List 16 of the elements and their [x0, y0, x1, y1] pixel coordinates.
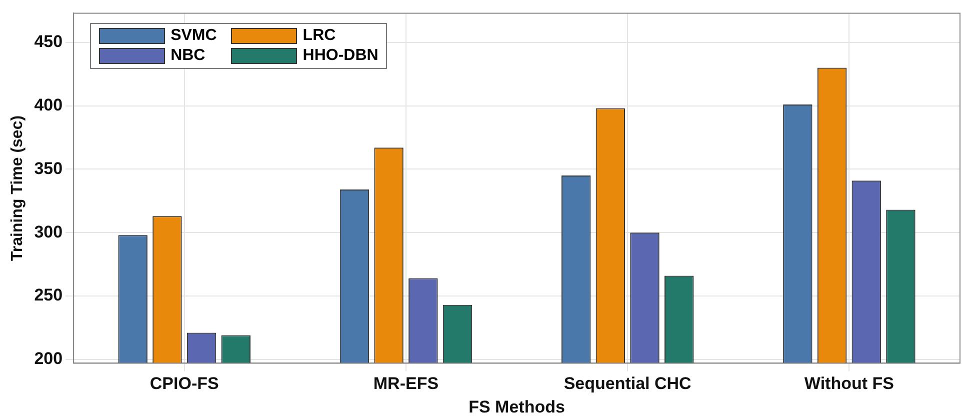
y-tick-label: 300 [34, 222, 63, 242]
x-tick-label: MR-EFS [373, 374, 439, 394]
y-axis-title: Training Time (sec) [9, 115, 26, 261]
x-tick-label: Sequential CHC [564, 374, 692, 394]
legend-label: SVMC [170, 27, 217, 46]
y-tick-label: 450 [34, 32, 63, 52]
x-tick-label: Without FS [804, 374, 894, 394]
y-tick-label: 350 [34, 158, 63, 178]
legend-label: LRC [302, 27, 336, 46]
y-tick-label: 200 [34, 349, 63, 368]
x-tick-label: CPIO-FS [150, 374, 219, 394]
x-axis-title: FS Methods [468, 397, 565, 416]
legend-label: HHO-DBN [302, 47, 378, 66]
y-tick-label: 400 [34, 95, 63, 114]
y-tick-label: 250 [34, 286, 63, 305]
legend-label: NBC [170, 47, 206, 66]
